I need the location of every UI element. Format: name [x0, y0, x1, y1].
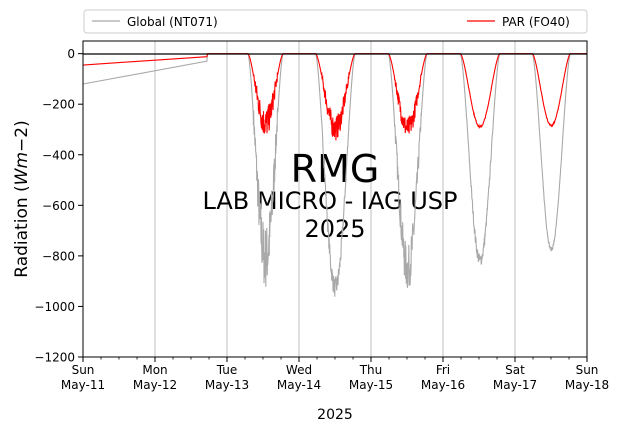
x-tick-label-date: May-12 — [133, 378, 177, 392]
x-tick-label-day: Sun — [72, 363, 95, 377]
y-tick-label: −400 — [42, 148, 75, 162]
y-axis-label-math: Wm — [12, 152, 32, 185]
x-tick-label-day: Thu — [359, 363, 383, 377]
x-axis: SunMay-11MonMay-12TueMay-13WedMay-14ThuM… — [61, 357, 609, 392]
y-tick-label: −200 — [42, 98, 75, 112]
x-tick-label-date: May-13 — [205, 378, 249, 392]
x-axis-label: 2025 — [317, 407, 353, 423]
x-tick-label-date: May-15 — [349, 378, 393, 392]
x-tick-label-day: Sat — [505, 363, 525, 377]
y-tick-label: −1200 — [34, 351, 75, 365]
watermark-title: RMG — [291, 147, 380, 191]
legend-frame — [83, 9, 588, 34]
y-axis-label: Radiation (Wm−2) — [12, 120, 32, 277]
y-axis-label-main: Radiation ( — [12, 185, 32, 277]
y-tick-label: −1000 — [34, 300, 75, 314]
y-tick-label: −800 — [42, 249, 75, 263]
x-tick-label-date: May-16 — [421, 378, 465, 392]
x-tick-label-day: Tue — [216, 363, 238, 377]
x-tick-label-date: May-14 — [277, 378, 321, 392]
y-axis: 0 −200 −400 −600 −800 −1000 −1200 — [34, 47, 83, 365]
series-lines — [82, 53, 587, 297]
legend: Global (NT071) PAR (FO40) — [83, 9, 588, 34]
grid-lines — [154, 41, 516, 357]
y-tick-label: −600 — [42, 199, 75, 213]
watermark-lab: LAB MICRO - IAG USP — [202, 187, 457, 215]
series-line-global — [82, 53, 587, 297]
legend-label-global: Global (NT071) — [127, 15, 218, 29]
legend-label-par: PAR (FO40) — [502, 15, 570, 29]
x-tick-label-day: Mon — [142, 363, 167, 377]
x-tick-label-day: Wed — [286, 363, 312, 377]
x-tick-label-date: May-17 — [493, 378, 537, 392]
x-tick-label-date: May-18 — [565, 378, 609, 392]
series-line-par — [82, 53, 587, 141]
x-tick-label-date: May-11 — [61, 378, 105, 392]
watermark-year: 2025 — [304, 215, 365, 243]
x-tick-label-day: Fri — [436, 363, 450, 377]
plot-area: RMG LAB MICRO - IAG USP 2025 — [82, 40, 588, 358]
y-axis-label-tail: −2) — [12, 120, 32, 152]
y-tick-label: 0 — [67, 47, 75, 61]
x-tick-label-day: Sun — [576, 363, 599, 377]
